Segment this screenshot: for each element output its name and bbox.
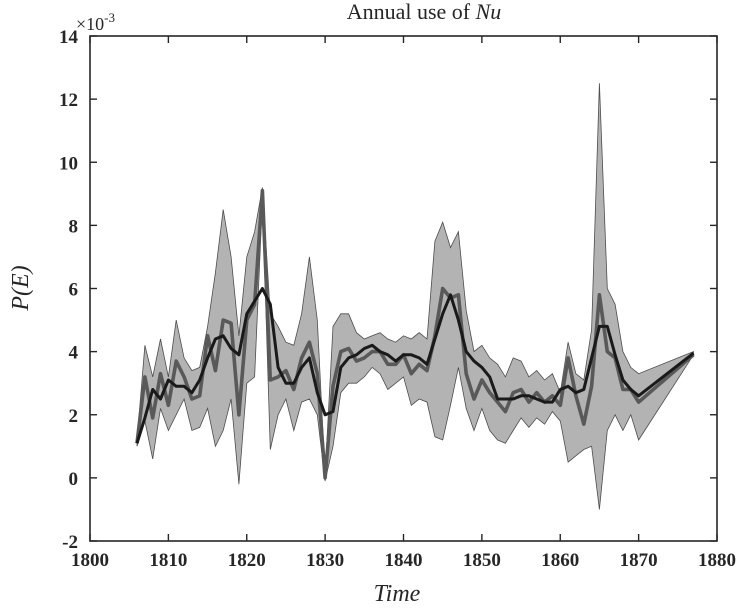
- smoothed-series-line: [135, 287, 695, 444]
- y-multiplier-base: ×10: [76, 14, 104, 34]
- x-tick-label: 1830: [306, 550, 344, 571]
- annual-series-line: [135, 188, 695, 480]
- y-tick-label: 12: [59, 90, 78, 111]
- x-tick-label: 1870: [620, 550, 658, 571]
- y-tick-label: 0: [69, 469, 79, 490]
- y-multiplier-exponent: -3: [104, 10, 115, 25]
- x-tick-label: 1860: [541, 550, 579, 571]
- x-axis-label: Time: [374, 581, 421, 607]
- x-tick-label: 1840: [385, 550, 423, 571]
- y-tick-label: 8: [69, 216, 79, 237]
- y-tick-label: -2: [62, 532, 78, 553]
- y-tick-label: 6: [69, 280, 79, 301]
- chart-title: Annual use of Nu: [347, 0, 502, 24]
- x-tick-label: 1850: [463, 550, 501, 571]
- y-axis-label: P(E): [8, 265, 34, 311]
- x-tick-label: 1800: [71, 550, 109, 571]
- x-tick-label: 1880: [698, 550, 736, 571]
- chart-title-prefix: Annual use of: [347, 0, 476, 24]
- x-tick-label: 1810: [149, 550, 187, 571]
- y-tick-label: 4: [69, 343, 79, 364]
- y-axis: -2 0 2 4 6 8 10 12 14: [59, 27, 717, 553]
- y-multiplier: ×10-3: [76, 10, 115, 34]
- y-tick-label: 14: [59, 27, 79, 48]
- y-tick-label: 2: [69, 406, 79, 427]
- x-tick-label: 1820: [228, 550, 266, 571]
- plot-area: [135, 83, 695, 510]
- y-tick-label: 10: [59, 153, 78, 174]
- x-axis: 1800 1810 1820 1830 1840 1850 1860 1870 1880: [71, 36, 736, 571]
- chart-title-symbol: Nu: [475, 0, 502, 24]
